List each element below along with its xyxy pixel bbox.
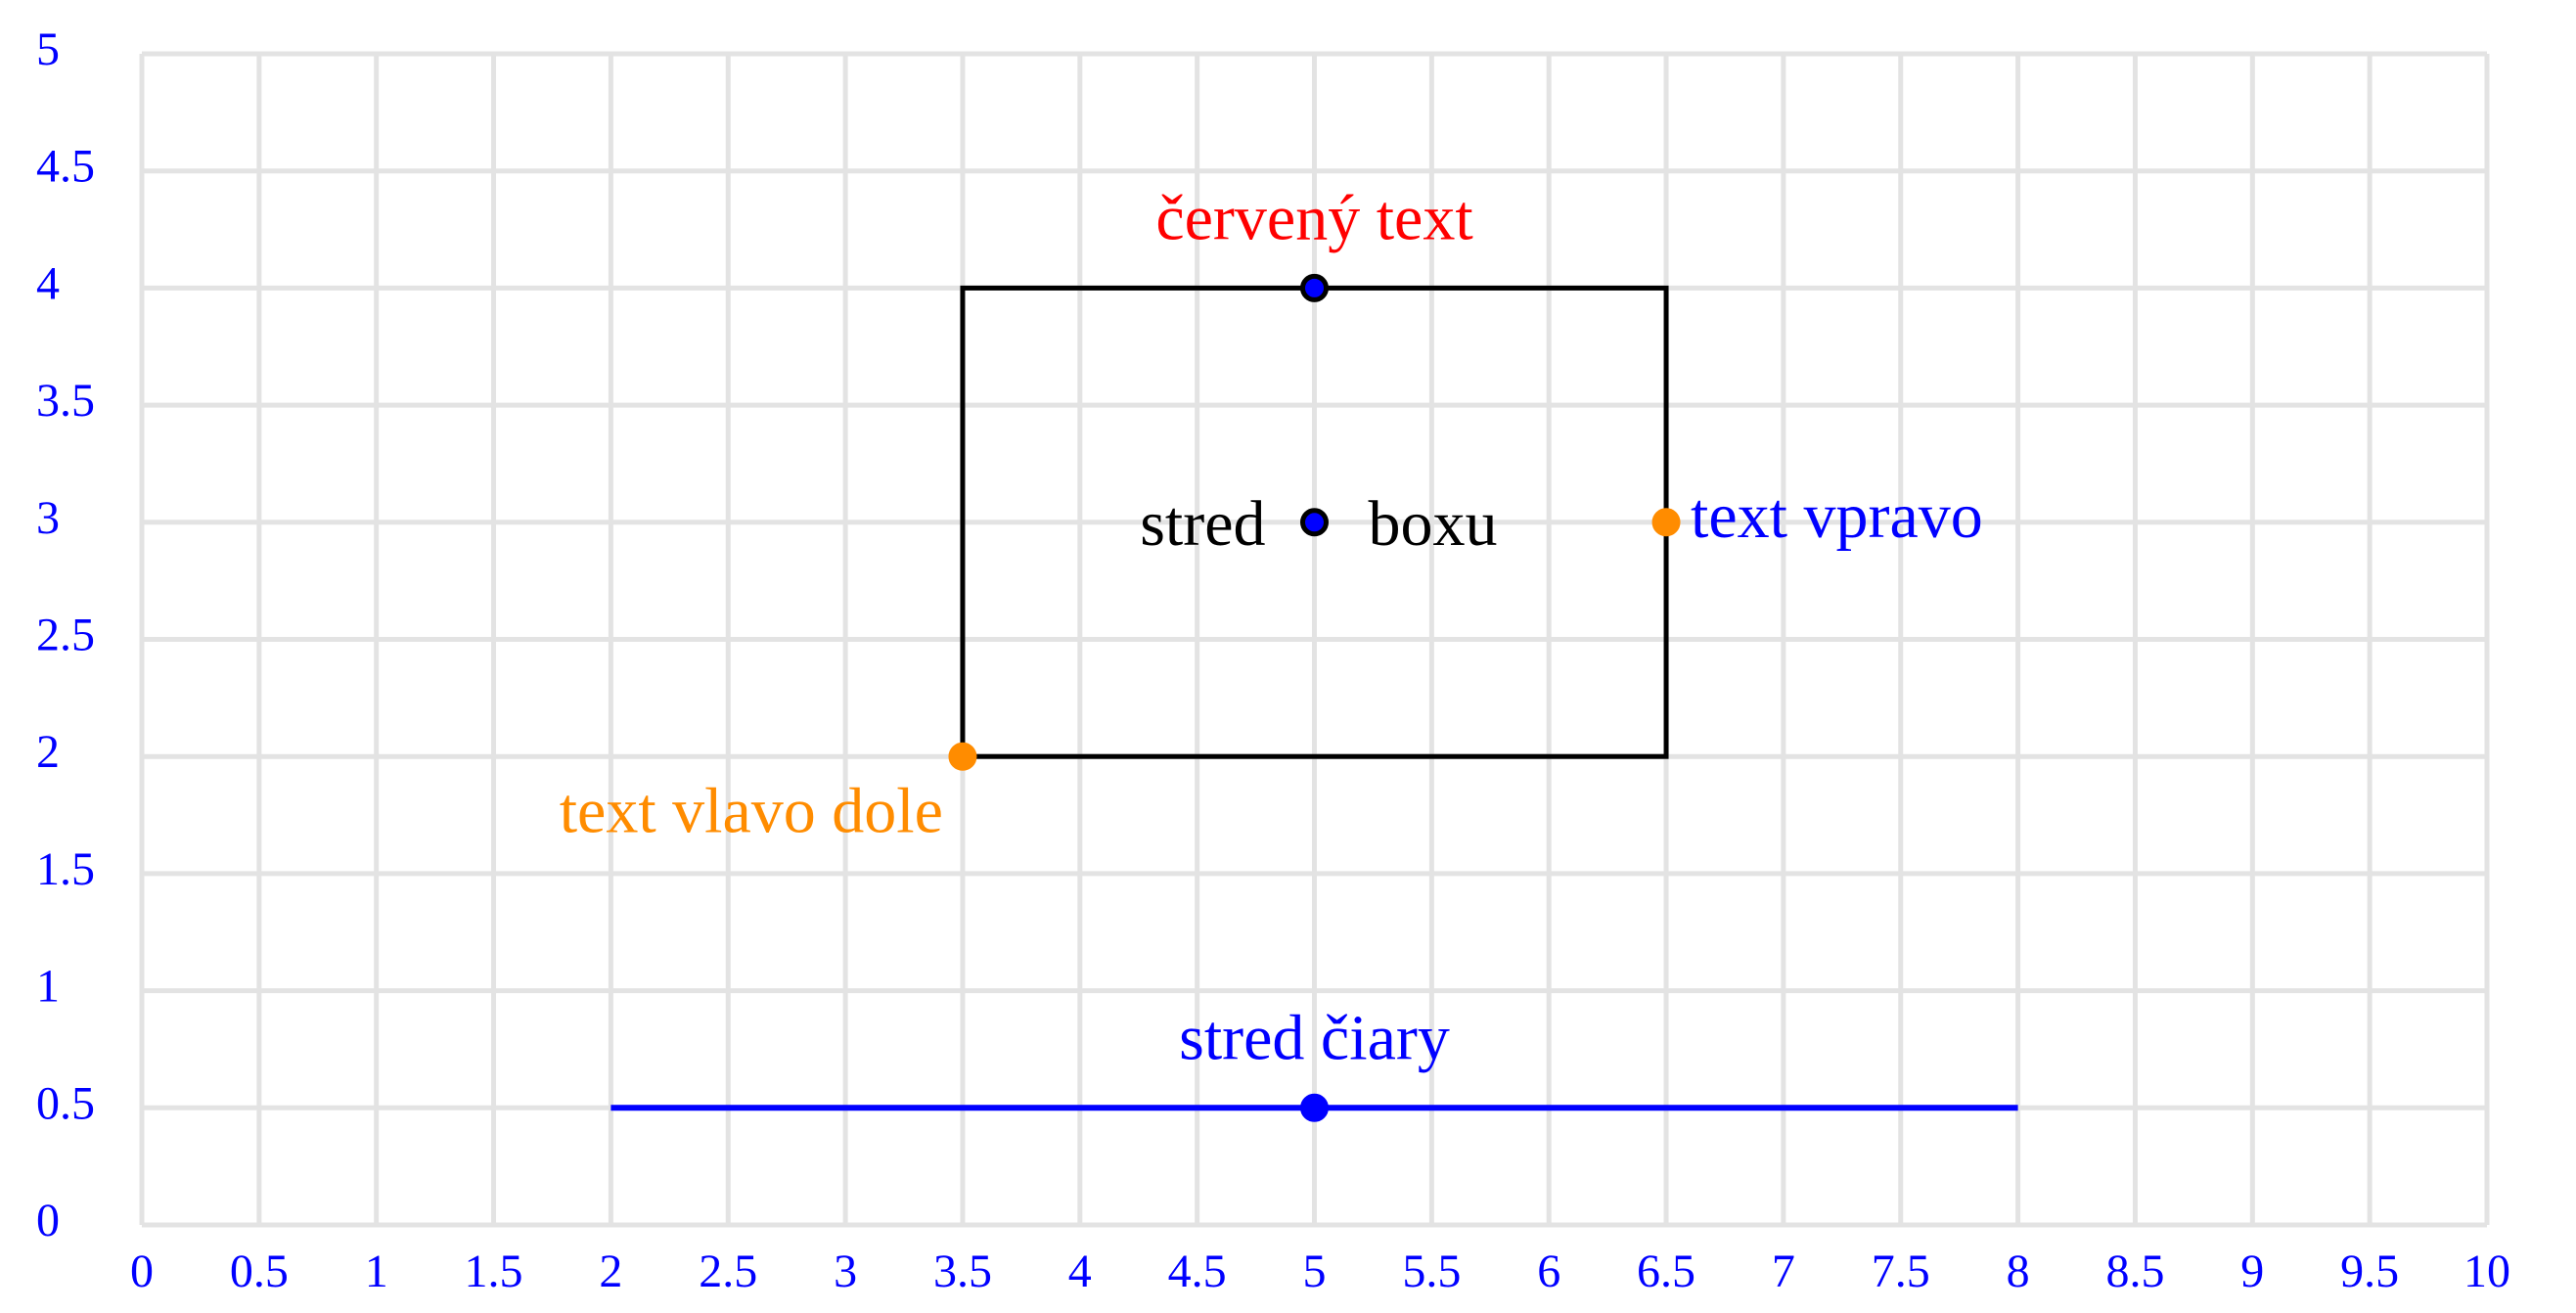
x-tick-label: 3.5 (933, 1245, 992, 1297)
point-label: boxu (1369, 488, 1498, 560)
y-tick-label: 0.5 (36, 1077, 95, 1129)
point (1300, 273, 1329, 302)
x-tick-label: 1.5 (465, 1245, 523, 1297)
x-tick-label: 5.5 (1402, 1245, 1461, 1297)
y-tick-label: 1.5 (36, 843, 95, 895)
point-label: stred (1140, 488, 1265, 560)
x-tick-label: 7 (1772, 1245, 1795, 1297)
y-tick-label: 0 (36, 1195, 60, 1246)
point (948, 742, 977, 771)
x-tick-label: 4.5 (1168, 1245, 1227, 1297)
y-tick-label: 4 (36, 257, 60, 309)
y-tick-label: 2 (36, 726, 60, 778)
point-label: text vpravo (1691, 480, 1983, 552)
point (1300, 1093, 1329, 1122)
x-tick-label: 2 (599, 1245, 622, 1297)
y-tick-label: 4.5 (36, 141, 95, 193)
x-tick-label: 0.5 (230, 1245, 289, 1297)
y-tick-label: 5 (36, 23, 60, 75)
y-tick-label: 1 (36, 961, 60, 1013)
x-tick-label: 8.5 (2105, 1245, 2164, 1297)
x-tick-label: 7.5 (1872, 1245, 1930, 1297)
x-tick-label: 8 (2007, 1245, 2030, 1297)
point-label: červený text (1155, 183, 1472, 254)
x-tick-label: 3 (834, 1245, 857, 1297)
point (1300, 508, 1329, 537)
y-tick-label: 2.5 (36, 610, 95, 661)
x-tick-label: 9 (2240, 1245, 2264, 1297)
x-tick-label: 6.5 (1637, 1245, 1695, 1297)
x-tick-label: 9.5 (2340, 1245, 2399, 1297)
x-tick-label: 4 (1068, 1245, 1092, 1297)
point-label: text vlavo dole (560, 775, 943, 846)
y-tick-label: 3.5 (36, 375, 95, 427)
x-tick-label: 6 (1537, 1245, 1560, 1297)
x-tick-label: 10 (2463, 1245, 2510, 1297)
x-tick-label: 0 (130, 1245, 154, 1297)
point (1651, 508, 1681, 537)
x-tick-label: 1 (365, 1245, 388, 1297)
y-tick-label: 3 (36, 492, 60, 544)
x-tick-label: 2.5 (699, 1245, 757, 1297)
point-label: stred čiary (1179, 1002, 1450, 1073)
x-tick-label: 5 (1303, 1245, 1327, 1297)
